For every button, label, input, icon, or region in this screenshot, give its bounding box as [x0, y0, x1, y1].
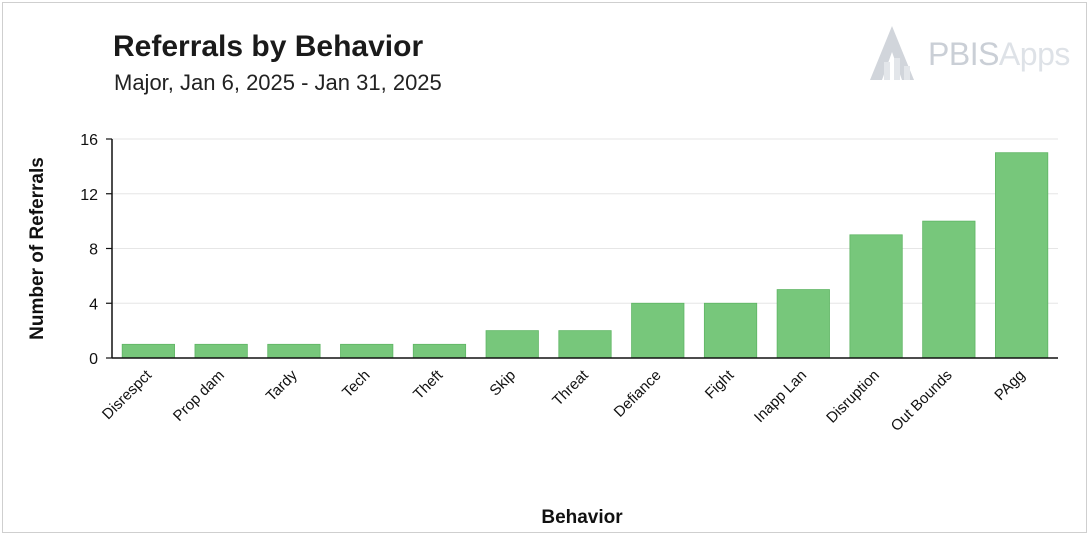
- logo-brand: PBIS: [928, 36, 999, 72]
- y-axis-label: Number of Referrals: [27, 157, 48, 340]
- bar-disruption: [849, 234, 903, 359]
- bar-disrespct: [121, 343, 175, 359]
- x-tick-labels: Disrespct Prop dam Tardy Tech Theft Skip Threa…: [99, 366, 1028, 435]
- chart-subtitle: Major, Jan 6, 2025 - Jan 31, 2025: [114, 70, 442, 95]
- x-tick-label: Out Bounds: [888, 367, 956, 435]
- bar-threat: [558, 330, 612, 359]
- y-tick-label: 4: [89, 296, 98, 313]
- x-tick-label: PAgg: [991, 367, 1028, 404]
- bar-tardy: [267, 343, 321, 359]
- y-tick-label: 16: [80, 132, 98, 149]
- x-tick-label: Fight: [702, 366, 738, 402]
- pbis-logo-icon: [870, 26, 914, 80]
- bars: [121, 152, 1049, 359]
- y-tick-label: 0: [89, 351, 98, 368]
- gridlines: [112, 138, 1058, 304]
- chart-title: Referrals by Behavior: [113, 30, 424, 63]
- bar-prop-dam: [194, 343, 248, 359]
- logo-suffix: Apps: [998, 36, 1070, 72]
- x-tick-label: Disrespct: [99, 366, 156, 423]
- y-tick-labels: 0 4 8 12 16: [80, 132, 112, 368]
- x-tick-label: Threat: [549, 366, 592, 409]
- logo-text: PBISApps: [928, 36, 1070, 73]
- bar-fight: [703, 302, 758, 359]
- pbis-apps-logo: PBISApps: [862, 22, 1070, 84]
- x-tick-label: Tech: [339, 367, 373, 401]
- bar-defiance: [631, 302, 685, 359]
- y-tick-label: 12: [80, 187, 98, 204]
- bar-theft: [412, 343, 467, 359]
- x-tick-label: Skip: [486, 367, 519, 400]
- bar-skip: [485, 330, 539, 359]
- x-tick-label: Theft: [410, 366, 447, 403]
- bar-tech: [340, 343, 394, 359]
- x-tick-label: Tardy: [263, 366, 301, 404]
- bar-out-bounds: [922, 220, 976, 359]
- x-tick-label: Disruption: [823, 367, 883, 427]
- x-tick-label: Defiance: [611, 367, 665, 421]
- x-tick-label: Prop dam: [170, 367, 228, 425]
- x-tick-label: Inapp Lan: [751, 367, 810, 426]
- x-axis-label: Behavior: [541, 507, 623, 528]
- y-tick-label: 8: [89, 242, 98, 259]
- bar-inapp-lan: [776, 289, 830, 359]
- bar-pagg: [995, 152, 1049, 359]
